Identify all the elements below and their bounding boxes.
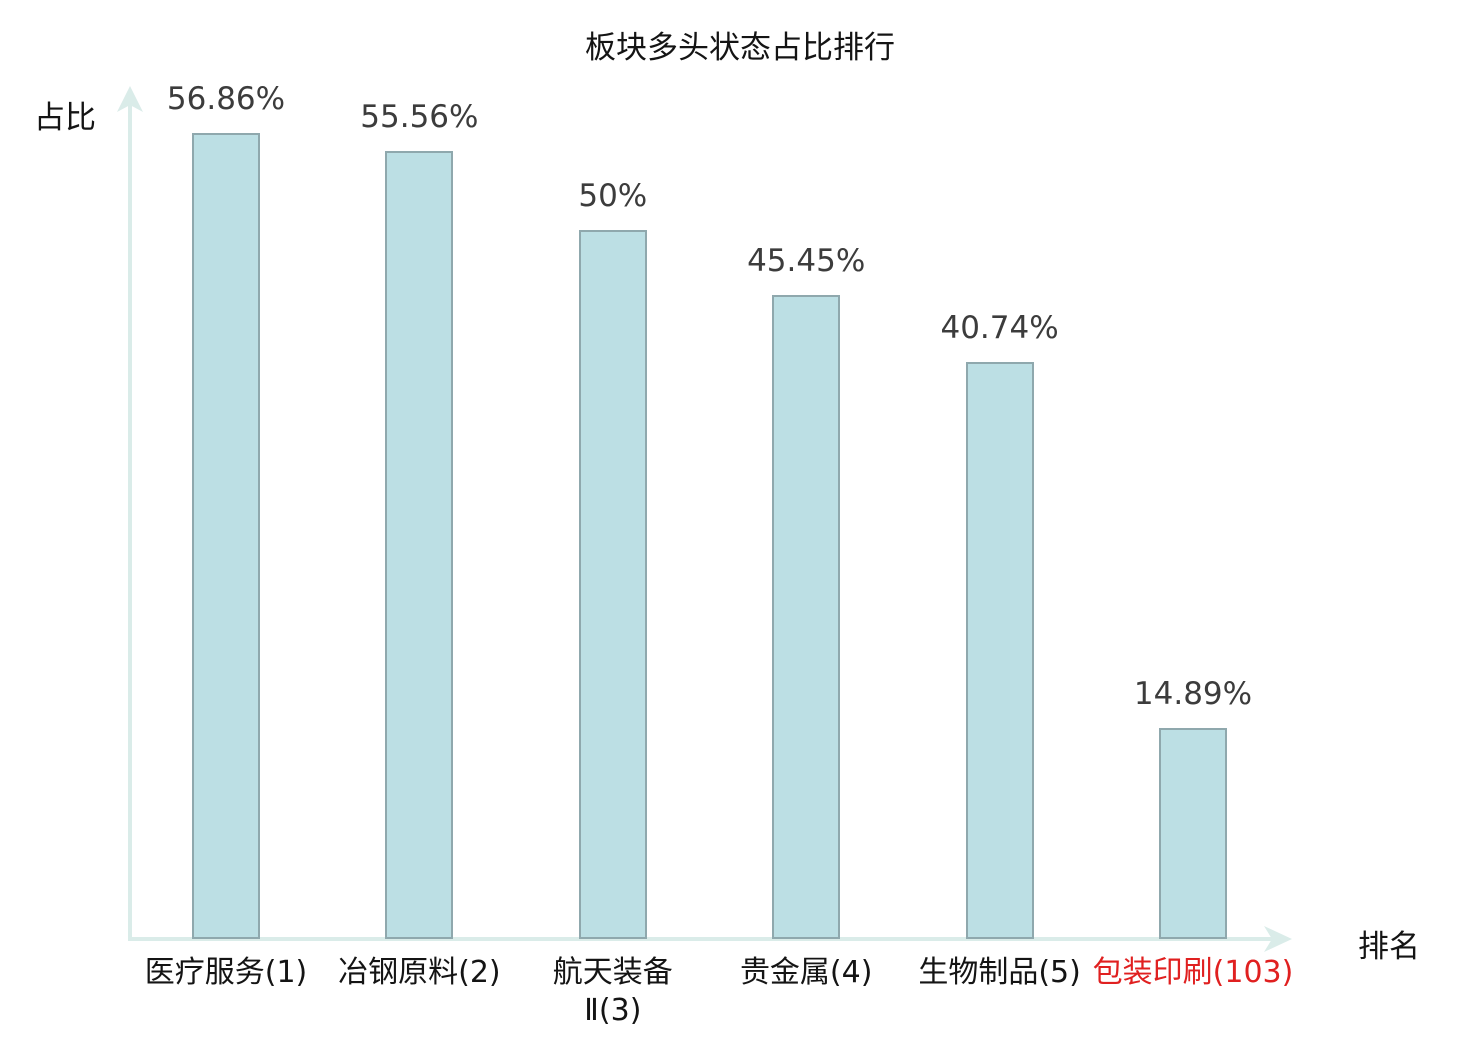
category-label: 贵金属(4) xyxy=(739,955,873,990)
bar xyxy=(578,230,647,939)
category-label: 冶钢原料(2) xyxy=(338,955,501,990)
chart-title: 板块多头状态占比排行 xyxy=(585,30,895,66)
bar-value-label: 50% xyxy=(578,178,648,215)
bar-value-label: 14.89% xyxy=(1133,675,1253,712)
category-label: 包装印刷(103) xyxy=(1092,955,1294,990)
bar xyxy=(192,133,260,939)
category-label: 医疗服务(1) xyxy=(144,955,308,990)
category-label: 航天装备 Ⅱ(3) xyxy=(552,955,673,1028)
bar-value-label: 40.74% xyxy=(940,309,1059,346)
y-axis-label: 占比 xyxy=(34,100,96,136)
bar-value-label: 56.86% xyxy=(166,81,286,117)
y-axis-arrow-icon xyxy=(117,86,143,112)
bar xyxy=(965,361,1034,939)
bar xyxy=(385,151,454,939)
bar xyxy=(1159,727,1227,939)
bar-value-label: 45.45% xyxy=(747,242,866,279)
bar-value-label: 55.56% xyxy=(360,99,479,136)
x-axis-arrow-icon xyxy=(1264,926,1292,952)
category-label: 生物制品(5) xyxy=(918,955,1081,990)
x-axis-label: 排名 xyxy=(1358,929,1420,965)
bar xyxy=(772,294,841,939)
